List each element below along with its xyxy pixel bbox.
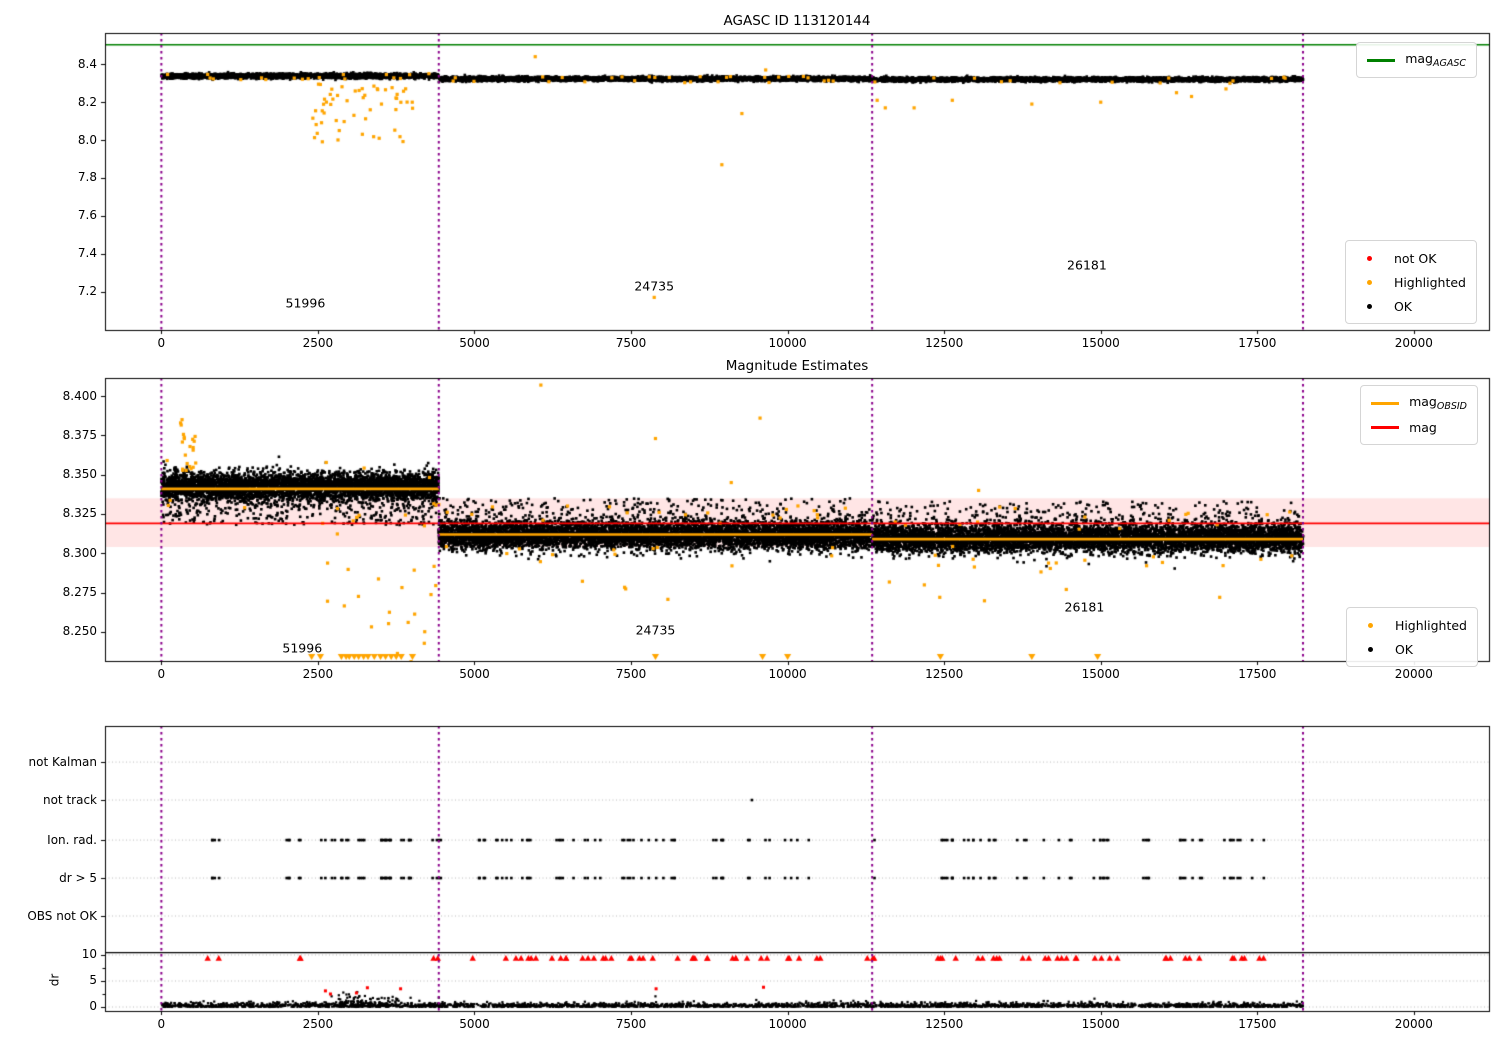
legend-entry: OK	[1355, 294, 1466, 318]
y-tick-label: 7.8	[77, 170, 97, 185]
x-tick-label: 7500	[615, 1017, 647, 1031]
obsid-annotation: 51996	[282, 640, 323, 656]
dr-tick-label: 5	[89, 973, 97, 988]
legend-label-text: mag	[1409, 394, 1437, 409]
legend-label: OK	[1394, 299, 1412, 314]
legend-entry: not OK	[1355, 246, 1466, 270]
legend-line-swatch	[1366, 58, 1396, 62]
legend-label: OK	[1395, 642, 1413, 657]
x-tick-label: 7500	[615, 667, 647, 681]
y-tick-label: 8.2	[77, 94, 97, 109]
legend-label: mag	[1409, 420, 1437, 435]
legend-entry: magOBSID	[1370, 391, 1467, 415]
legend-label-text: not OK	[1393, 250, 1437, 266]
x-tick-label: 10000	[768, 667, 807, 681]
flag-label: not track	[42, 792, 97, 807]
y-tick-label: 7.6	[77, 208, 97, 223]
flag-label: not Kalman	[28, 754, 97, 769]
obsid-annotation: 26181	[1064, 599, 1105, 615]
legend-label: not OK	[1394, 251, 1436, 266]
x-tick-label: 12500	[925, 336, 964, 350]
legend: magOBSID mag	[1360, 385, 1478, 445]
legend-label-text: mag	[1405, 51, 1433, 66]
x-tick-label: 2500	[302, 667, 334, 681]
x-tick-label: 17500	[1238, 336, 1277, 350]
x-tick-label: 5000	[459, 1017, 490, 1031]
legend-label-text: OK	[1394, 641, 1413, 657]
legend-label-subscript: OBSID	[1436, 401, 1467, 412]
x-tick-label: 12500	[925, 1017, 964, 1031]
chart-title: AGASC ID 113120144	[723, 13, 871, 29]
y-tick-label: 8.350	[62, 467, 97, 482]
legend-entry: magAGASC	[1366, 48, 1466, 72]
legend-line-swatch	[1370, 425, 1400, 429]
legend-label-text: mag	[1409, 419, 1437, 435]
y-tick-label: 7.2	[77, 284, 97, 299]
legend-line-swatch	[1370, 401, 1400, 405]
y-tick-label: 7.4	[77, 246, 97, 261]
x-tick-label: 5000	[459, 336, 490, 350]
legend: Highlighted OK	[1345, 607, 1478, 667]
x-tick-label: 0	[157, 667, 166, 681]
x-tick-label: 20000	[1394, 336, 1433, 350]
legend: not OK Highlighted OK	[1344, 240, 1477, 324]
obsid-annotation: 26181	[1067, 257, 1107, 273]
y-tick-label: 8.0	[77, 132, 97, 147]
legend-label-text: Highlighted	[1393, 274, 1466, 290]
x-tick-label: 2500	[302, 336, 334, 350]
x-tick-label: 20000	[1394, 1017, 1433, 1031]
legend-label: magOBSID	[1409, 394, 1467, 412]
x-tick-label: 2500	[302, 1017, 334, 1031]
x-tick-label: 15000	[1081, 1017, 1120, 1031]
legend-dot-marker	[1356, 622, 1386, 628]
legend-entry: Highlighted	[1356, 613, 1467, 637]
x-tick-label: 17500	[1238, 667, 1277, 681]
y-tick-label: 8.375	[62, 427, 97, 442]
legend-label: magAGASC	[1405, 51, 1466, 69]
x-tick-label: 0	[157, 1017, 166, 1031]
legend-label: Highlighted	[1394, 275, 1466, 290]
x-tick-label: 17500	[1238, 1017, 1277, 1031]
x-tick-label: 12500	[925, 667, 964, 681]
x-tick-label: 10000	[768, 336, 807, 350]
dr-tick-label: 0	[89, 999, 97, 1014]
y-tick-label: 8.400	[62, 388, 97, 403]
legend-label-subscript: AGASC	[1432, 58, 1466, 69]
legend: magAGASC	[1356, 42, 1477, 78]
dr-axis-label: dr	[47, 973, 62, 987]
legend-entry: OK	[1356, 637, 1467, 661]
x-tick-label: 15000	[1081, 336, 1120, 350]
legend-label-text: OK	[1393, 298, 1412, 314]
obsid-annotation: 24735	[634, 278, 675, 294]
legend-entry: mag	[1370, 415, 1467, 439]
y-tick-label: 8.325	[62, 506, 97, 521]
legend-dot-marker	[1355, 255, 1385, 261]
x-tick-label: 20000	[1394, 667, 1433, 681]
y-tick-label: 8.275	[62, 585, 97, 600]
legend-label-text: Highlighted	[1394, 617, 1467, 633]
legend-dot-marker	[1355, 279, 1385, 285]
legend-dot-marker	[1356, 646, 1386, 652]
y-tick-label: 8.4	[77, 56, 97, 71]
x-tick-label: 15000	[1081, 667, 1120, 681]
legend-entry: Highlighted	[1355, 270, 1466, 294]
legend-label: Highlighted	[1395, 618, 1467, 633]
x-tick-label: 10000	[768, 1017, 807, 1031]
dr-tick-label: 10	[81, 947, 97, 962]
y-tick-label: 8.300	[62, 545, 97, 560]
obsid-annotation: 24735	[635, 622, 676, 638]
y-tick-label: 8.250	[62, 624, 97, 639]
flag-label: OBS not OK	[27, 908, 97, 923]
flag-label: Ion. rad.	[47, 832, 97, 847]
flag-label: dr > 5	[59, 870, 97, 885]
x-tick-label: 7500	[615, 336, 647, 350]
x-tick-label: 0	[157, 336, 166, 350]
chart-title: Magnitude Estimates	[725, 358, 869, 374]
x-tick-label: 5000	[459, 667, 490, 681]
legend-dot-marker	[1355, 303, 1385, 309]
obsid-annotation: 51996	[285, 295, 326, 311]
